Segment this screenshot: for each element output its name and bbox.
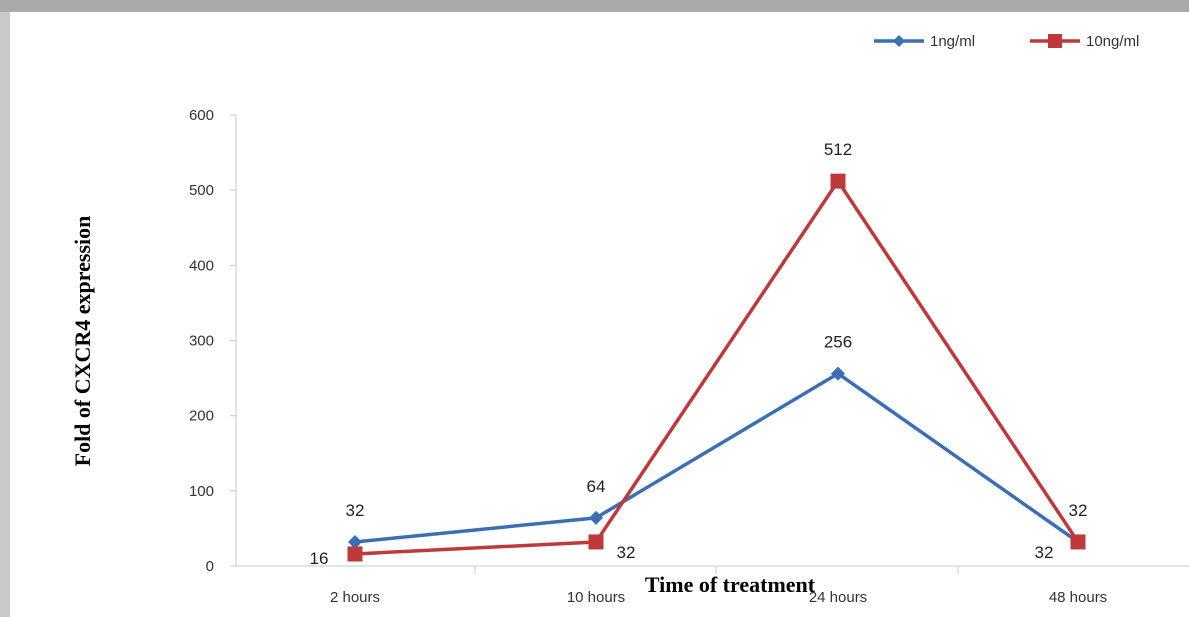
data-point-square xyxy=(830,173,846,189)
data-point-diamond xyxy=(589,510,603,525)
frame-border xyxy=(0,12,10,617)
data-label: 16 xyxy=(310,549,329,568)
axes: 0 100 200 300 400 500 600 2 hours 10 hours 24 hou… xyxy=(189,107,1189,605)
x-tick-label: 24 hours xyxy=(809,589,867,605)
series-line-1 xyxy=(354,179,1080,556)
data-label: 256 xyxy=(824,333,852,352)
x-tick-label: 2 hours xyxy=(330,589,380,605)
series-layer xyxy=(347,173,1086,562)
y-tick-label: 400 xyxy=(189,257,214,274)
data-label: 32 xyxy=(1035,543,1054,562)
y-tick-label: 0 xyxy=(206,558,214,575)
y-tick-label: 500 xyxy=(189,182,214,199)
legend-marker-square xyxy=(1048,34,1062,48)
data-labels: 32 64 256 32 16 32 512 32 xyxy=(310,140,1088,568)
legend-marker-diamond xyxy=(893,35,905,47)
y-tick-label: 100 xyxy=(189,483,214,500)
data-label: 512 xyxy=(824,140,852,159)
legend-label: 1ng/ml xyxy=(930,33,975,50)
data-label: 32 xyxy=(617,543,636,562)
data-label: 32 xyxy=(1069,501,1088,520)
x-tick-label: 10 hours xyxy=(567,589,625,605)
data-point-square xyxy=(347,546,363,562)
y-axis-title: Fold of CXCR4 expression xyxy=(70,216,95,467)
legend-label: 10ng/ml xyxy=(1086,33,1139,50)
data-point-diamond xyxy=(348,534,362,549)
x-axis-title: Time of treatment xyxy=(645,572,816,597)
x-tick-label: 48 hours xyxy=(1049,589,1107,605)
data-point-diamond xyxy=(831,366,845,381)
series-line-0 xyxy=(354,371,1080,544)
y-tick-label: 200 xyxy=(189,408,214,425)
y-tick-label: 300 xyxy=(189,333,214,350)
data-label: 64 xyxy=(587,477,606,496)
legend: 1ng/ml 10ng/ml xyxy=(874,33,1139,50)
data-label: 32 xyxy=(346,501,365,520)
y-tick-label: 600 xyxy=(189,107,214,124)
data-point-square xyxy=(588,534,604,550)
data-point-square xyxy=(1070,534,1086,550)
